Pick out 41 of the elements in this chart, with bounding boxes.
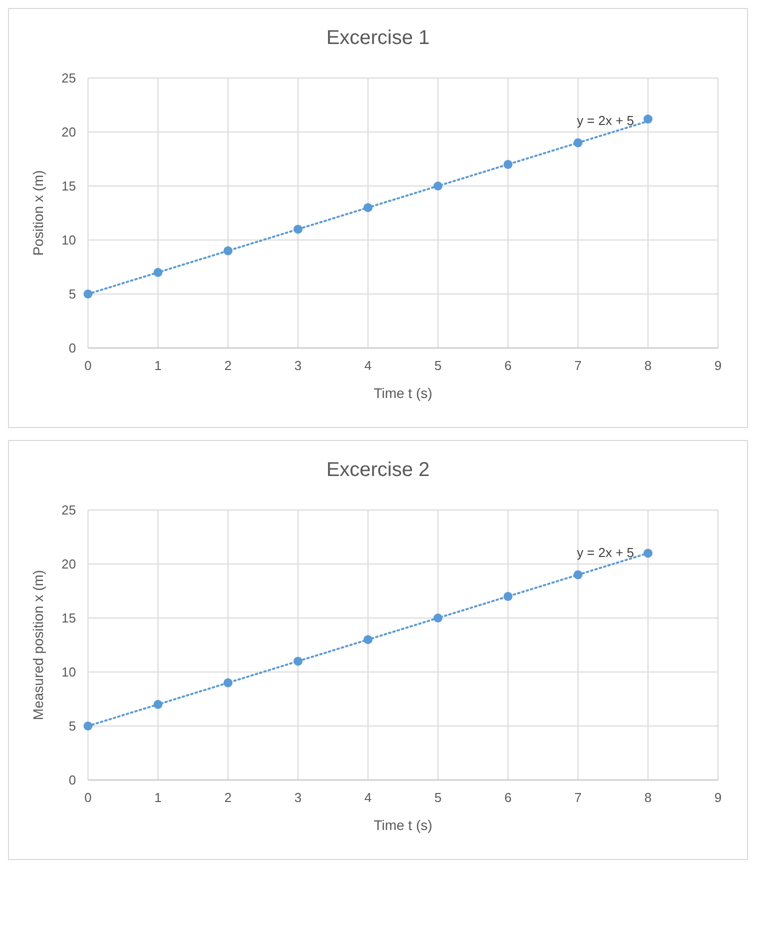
y-axis-title: Measured position x (m) <box>30 570 46 720</box>
x-tick-label: 6 <box>504 790 512 805</box>
x-tick-label: 2 <box>224 358 232 373</box>
y-tick-label: 25 <box>62 70 76 86</box>
annotation: y = 2x + 5 <box>576 545 634 560</box>
x-axis-title: Time t (s) <box>374 817 432 833</box>
x-tick-label: 4 <box>364 790 372 805</box>
chart-title: Excercise 2 <box>326 459 430 481</box>
y-tick-label: 5 <box>68 286 76 302</box>
x-tick-label: 4 <box>364 358 372 373</box>
chart-title: Excercise 1 <box>326 27 430 49</box>
x-tick-label: 7 <box>574 790 582 805</box>
x-tick-label: 2 <box>224 790 232 805</box>
y-tick-label: 10 <box>62 664 76 680</box>
x-tick-label: 0 <box>84 358 92 373</box>
x-tick-label: 6 <box>504 358 512 373</box>
x-tick-label: 3 <box>294 790 302 805</box>
x-tick-label: 5 <box>434 358 442 373</box>
y-tick-label: 20 <box>62 556 76 572</box>
x-tick-label: 8 <box>644 358 652 373</box>
y-tick-label: 5 <box>68 718 76 734</box>
x-tick-label: 5 <box>434 790 442 805</box>
y-axis-title: Position x (m) <box>30 170 46 256</box>
annotation: y = 2x + 5 <box>576 113 634 128</box>
x-axis-title: Time t (s) <box>374 385 432 401</box>
y-tick-label: 15 <box>62 178 76 194</box>
y-tick-label: 10 <box>62 232 76 248</box>
x-tick-label: 8 <box>644 790 652 805</box>
x-tick-label: 3 <box>294 358 302 373</box>
x-tick-label: 0 <box>84 790 92 805</box>
x-tick-label: 1 <box>154 358 162 373</box>
y-tick-label: 0 <box>68 340 76 356</box>
x-tick-label: 9 <box>714 358 722 373</box>
point <box>644 114 652 124</box>
x-tick-label: 1 <box>154 790 162 805</box>
y-tick-label: 20 <box>62 124 76 140</box>
y-tick-label: 25 <box>62 502 76 518</box>
x-tick-label: 7 <box>574 358 582 373</box>
y-tick-label: 15 <box>62 610 76 626</box>
y-tick-label: 0 <box>68 772 76 788</box>
x-tick-label: 9 <box>714 790 722 805</box>
